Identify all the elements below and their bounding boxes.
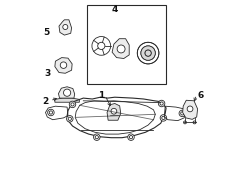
Circle shape (67, 116, 73, 122)
Polygon shape (112, 39, 129, 59)
Circle shape (63, 24, 68, 30)
Circle shape (128, 134, 134, 140)
Text: 6: 6 (197, 91, 203, 100)
Circle shape (69, 101, 76, 108)
Text: 3: 3 (44, 69, 51, 78)
Circle shape (187, 106, 193, 112)
Circle shape (183, 121, 186, 124)
Circle shape (193, 121, 196, 124)
Text: 5: 5 (43, 28, 50, 37)
Circle shape (160, 115, 167, 121)
Polygon shape (55, 98, 79, 102)
Circle shape (117, 45, 125, 53)
Circle shape (141, 46, 155, 60)
Text: 2: 2 (42, 97, 49, 106)
Circle shape (179, 110, 185, 117)
Bar (87, 4, 166, 84)
Circle shape (63, 89, 71, 96)
Circle shape (158, 100, 165, 107)
Circle shape (48, 109, 54, 116)
Wedge shape (141, 46, 155, 60)
Polygon shape (55, 58, 72, 73)
Circle shape (93, 134, 100, 140)
Text: 4: 4 (112, 5, 118, 14)
Polygon shape (107, 103, 121, 120)
Text: 1: 1 (98, 91, 104, 100)
Polygon shape (183, 100, 198, 119)
Polygon shape (59, 20, 71, 35)
Circle shape (111, 108, 117, 114)
Polygon shape (59, 87, 75, 98)
Circle shape (60, 62, 67, 68)
